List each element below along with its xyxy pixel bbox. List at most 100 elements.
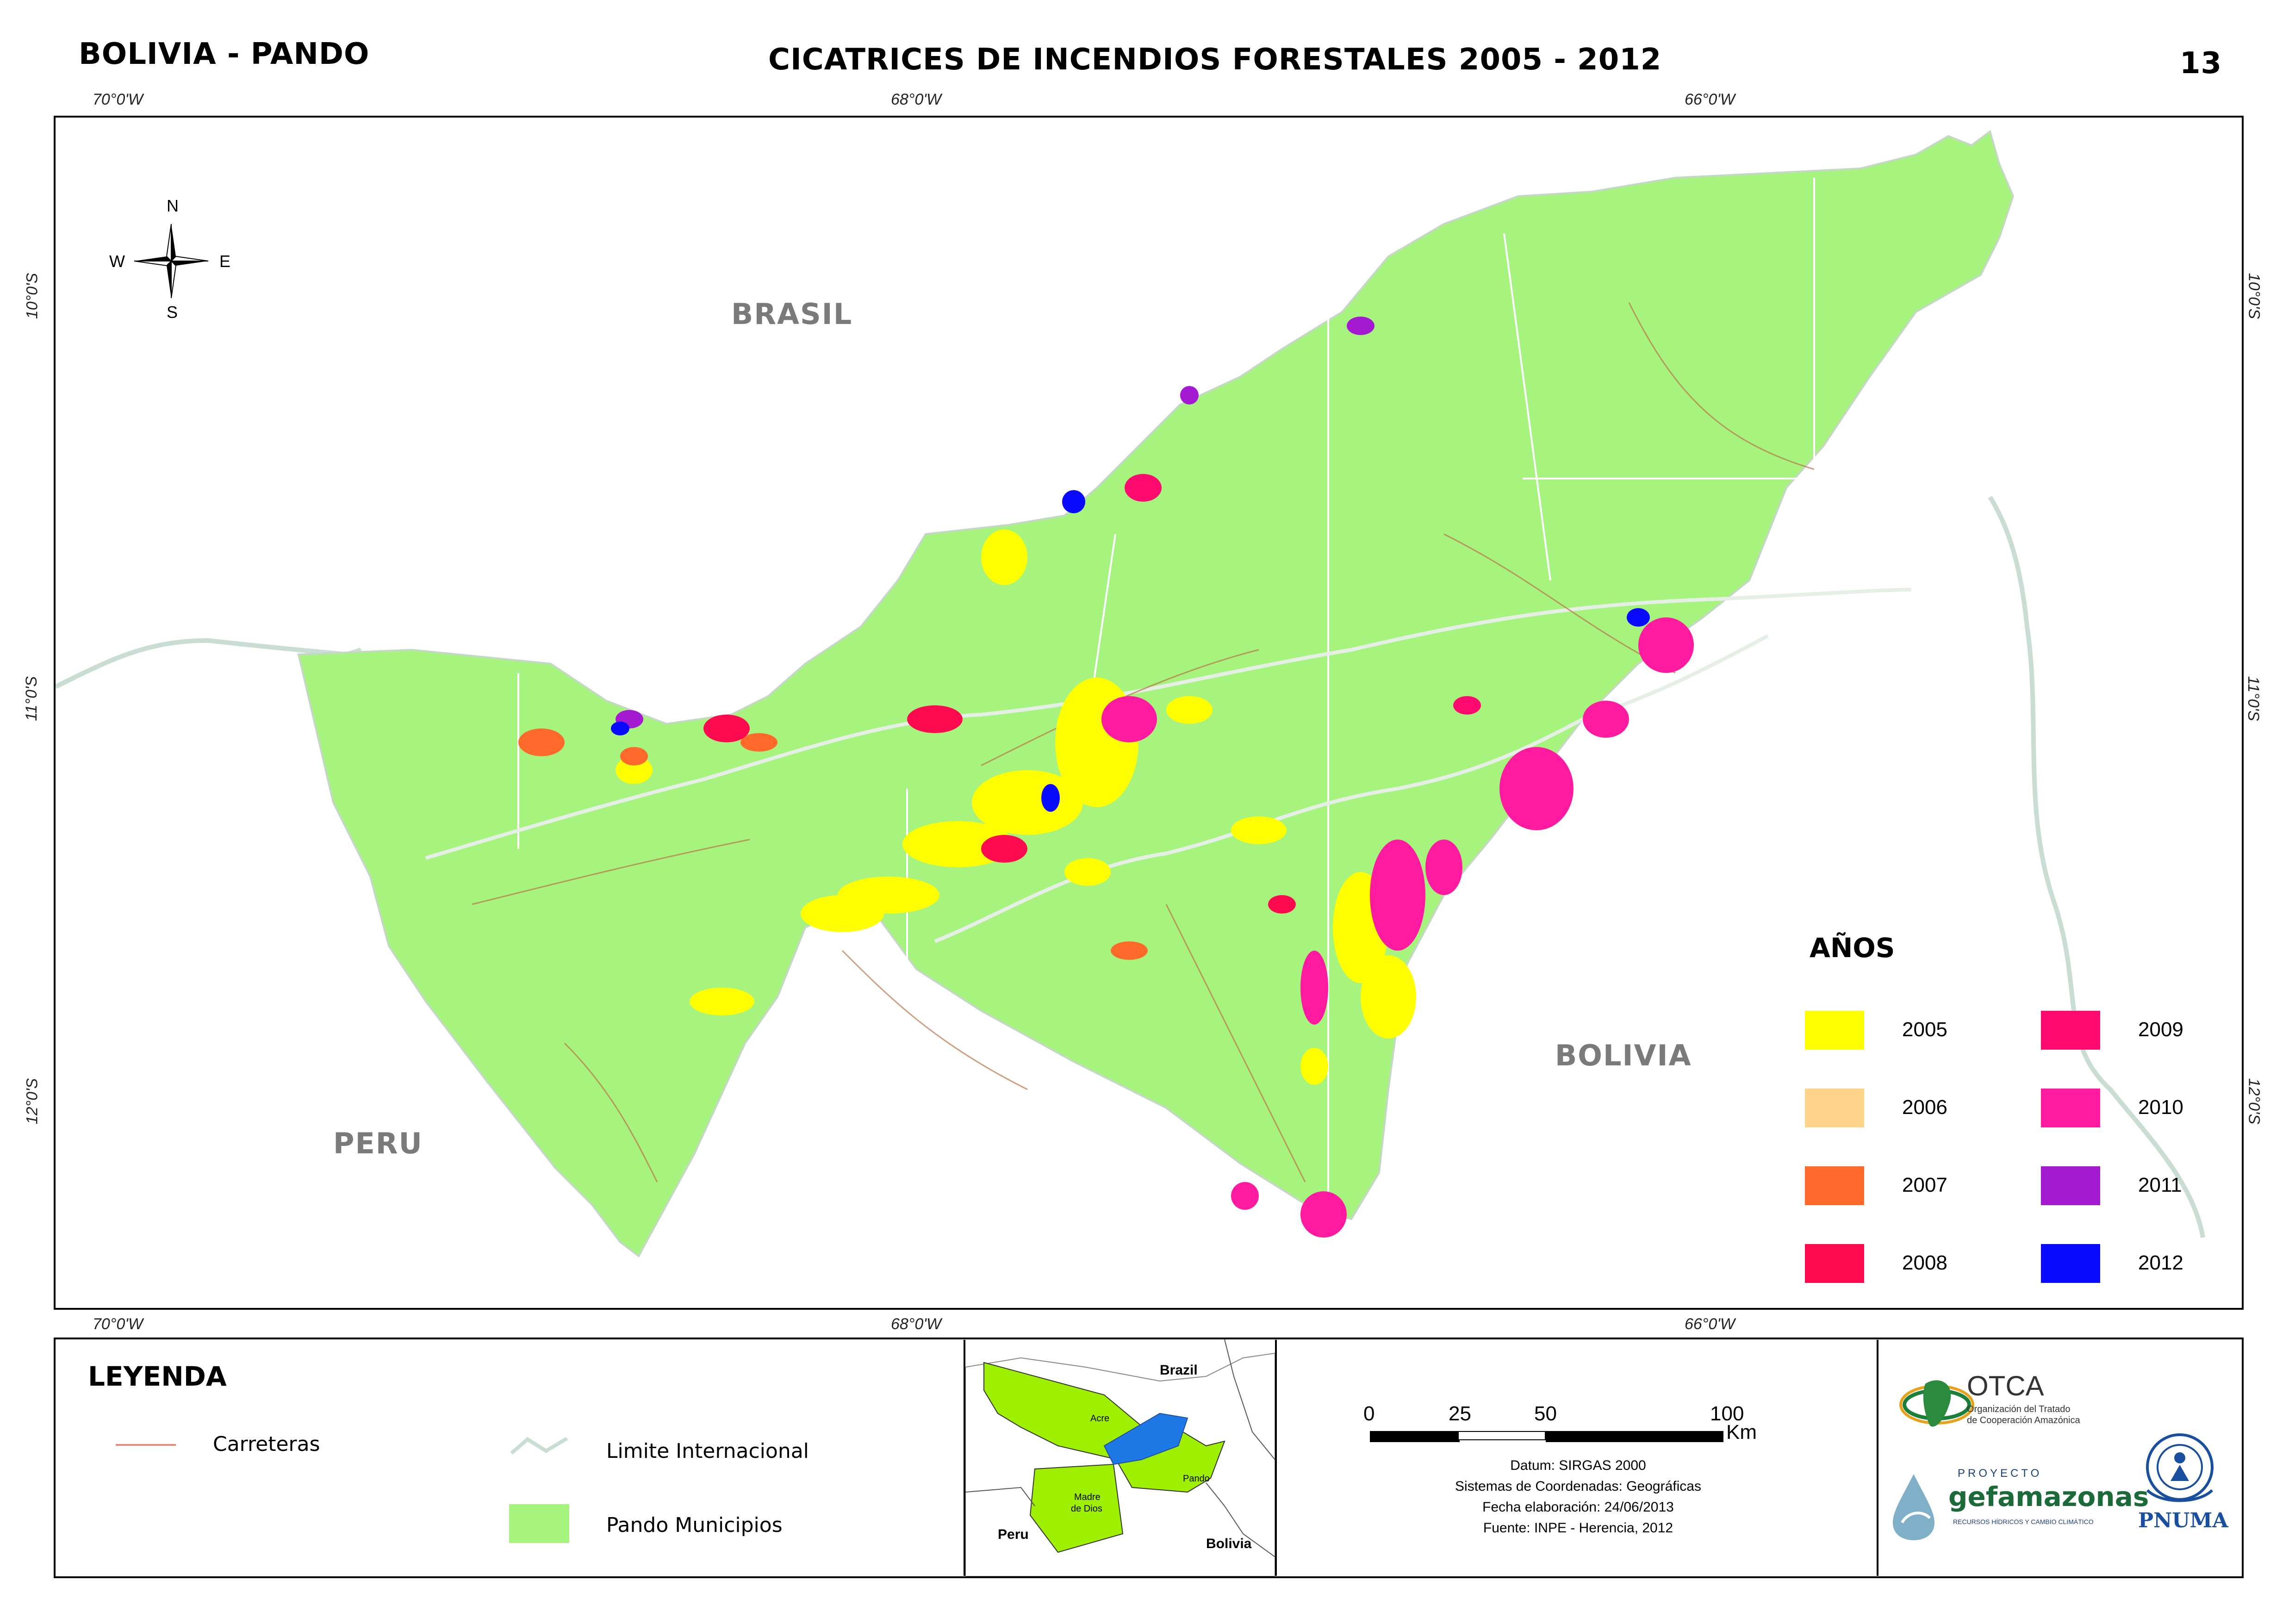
year-label-2005: 2005 [1902,1018,1947,1041]
swatch-2007 [1805,1166,1864,1205]
inset-label-madre-1: Madre [1074,1492,1101,1502]
inset-label-brazil: Brazil [1160,1363,1198,1378]
lon-label-bottom-66: 66°0'W [1685,1315,1735,1333]
divider-2 [1275,1340,1277,1576]
inset-map-canvas [965,1339,1275,1576]
gef-proyecto: PROYECTO [1958,1467,2042,1480]
fire-scars [518,317,1694,1238]
compass-s: S [167,303,178,322]
lon-label-top-68: 68°0'W [891,91,941,108]
year-label-2007: 2007 [1902,1174,1947,1196]
water-drop-icon [1893,1474,1934,1540]
otca-logo: OTCA Organización del Tratado de Coopera… [1893,1365,2217,1458]
otca-sub-1: Organización del Tratado [1967,1404,2071,1414]
divider-1 [964,1340,965,1576]
otca-globe-icon [1899,1380,1974,1427]
scale-segment-3 [1546,1431,1723,1442]
fire-scar-2011 [616,317,1375,728]
years-legend: 2005 2006 2007 2008 2009 2010 2011 2012 [1805,1011,2221,1298]
divider-3 [1877,1340,1878,1576]
border-symbol-icon [510,1437,568,1455]
scale-segment-1 [1370,1431,1460,1442]
international-border-line [56,638,362,689]
swatch-2005 [1805,1011,1864,1050]
metadata-datum: Datum: SIRGAS 2000 [1510,1458,1646,1473]
fire-scar-2008 [703,705,1296,914]
inset-river-region [1103,1412,1188,1465]
swatch-2012 [2041,1244,2100,1283]
years-legend-title: AÑOS [1810,932,1895,964]
pando-territory [297,130,2015,1257]
year-label-2008: 2008 [1902,1251,1947,1274]
lon-label-top-70: 70°0'W [93,91,143,108]
lon-label-top-66: 66°0'W [1685,91,1735,108]
year-label-2010: 2010 [2138,1096,2183,1119]
municipios-swatch [509,1504,569,1543]
inset-map: Brazil Acre Pando Madre de Dios Peru Bol… [965,1339,1275,1576]
label-peru: PERU [333,1126,423,1160]
lat-label-right-10: 10°0'S [2245,273,2263,319]
year-label-2012: 2012 [2138,1251,2183,1274]
fire-scar-2009 [1125,474,1481,715]
compass-n: N [167,196,179,215]
otca-name: OTCA [1967,1370,2044,1401]
inset-label-madre-2: de Dios [1071,1504,1102,1514]
legend-roads-label: Carreteras [213,1432,320,1456]
lat-label-left-10: 10°0'S [23,273,41,319]
map-frame: N S W E BRASIL PERU BOLIVIA AÑOS 2005 20… [54,116,2244,1310]
pnuma-logo: PNUMA [2129,1430,2231,1546]
scale-tick-25: 25 [1449,1402,1471,1425]
lat-label-left-12: 12°0'S [23,1078,41,1125]
scale-unit: Km [1726,1421,1757,1444]
swatch-2011 [2041,1166,2100,1205]
gef-sub: RECURSOS HÍDRICOS Y CAMBIO CLIMÁTICO [1953,1518,2094,1525]
metadata-coords: Sistemas de Coordenadas: Geográficas [1455,1479,1701,1494]
year-label-2011: 2011 [2138,1174,2182,1196]
lon-label-bottom-70: 70°0'W [93,1315,143,1333]
roads-symbol [116,1444,176,1446]
inset-label-bolivia: Bolivia [1206,1536,1252,1551]
map-title: CICATRICES DE INCENDIOS FORESTALES 2005 … [768,43,1662,77]
lat-label-right-12: 12°0'S [2245,1078,2263,1125]
legend-municipios-label: Pando Municipios [606,1513,783,1537]
metadata-source: Fuente: INPE - Herencia, 2012 [1483,1520,1673,1536]
legend-border-label: Limite Internacional [606,1439,809,1463]
scale-tick-50: 50 [1534,1402,1557,1425]
compass-e: E [219,252,231,271]
lat-label-left-11: 11°0'S [22,676,40,721]
inset-acre [983,1362,1161,1461]
international-border-line-east [1988,496,2205,1238]
compass-rose: N S W E [109,196,230,322]
year-label-2009: 2009 [2138,1018,2183,1041]
pnuma-name: PNUMA [2138,1509,2228,1532]
region-title: BOLIVIA - PANDO [79,37,370,71]
gefamazonas-logo: PROYECTO gefamazonas RECURSOS HÍDRICOS Y… [1888,1467,2149,1560]
swatch-2008 [1805,1244,1864,1283]
inset-madre-de-dios [1029,1463,1124,1553]
scale-tick-100: 100 [1710,1402,1744,1425]
swatch-2010 [2041,1089,2100,1127]
lon-label-bottom-68: 68°0'W [891,1315,941,1333]
label-bolivia: BOLIVIA [1555,1039,1692,1072]
lat-label-right-11: 11°0'S [2244,676,2262,721]
fire-scar-2007 [518,728,1148,960]
gef-name: gefamazonas [1948,1481,2149,1512]
map-canvas [56,130,2205,1257]
scale-segment-2 [1458,1431,1546,1440]
sheet-number: 13 [2180,46,2222,81]
label-brasil: BRASIL [731,297,853,331]
scale-bar: 0 25 50 100 Km [1363,1402,1757,1458]
inset-label-acre: Acre [1090,1413,1110,1424]
fire-scar-2012 [611,490,1650,812]
otca-sub-2: de Cooperación Amazónica [1967,1415,2080,1425]
year-label-2006: 2006 [1902,1096,1947,1119]
fire-scar-2010 [1101,617,1694,1238]
inset-label-peru: Peru [998,1527,1029,1542]
scale-tick-0: 0 [1363,1402,1375,1425]
swatch-2009 [2041,1011,2100,1050]
un-emblem-icon [2146,1433,2214,1502]
legend-title: LEYENDA [88,1361,227,1392]
compass-star-icon [134,224,209,299]
metadata-date: Fecha elaboración: 24/06/2013 [1482,1500,1674,1515]
compass-w: W [109,252,125,271]
